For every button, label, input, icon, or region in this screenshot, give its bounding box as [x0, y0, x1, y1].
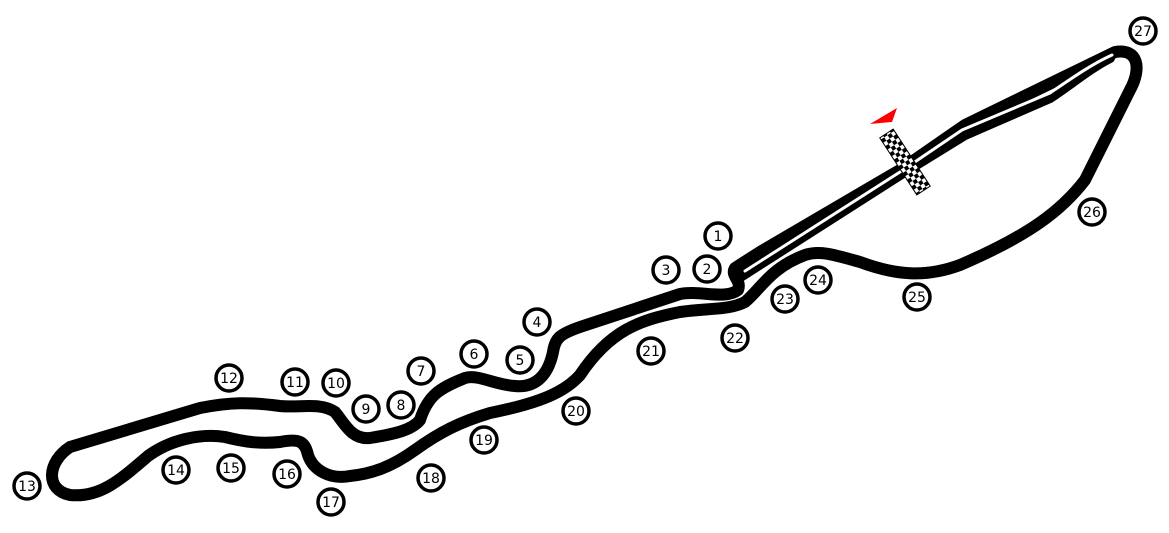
turn-marker-26: 26	[1077, 197, 1107, 227]
turn-marker-10: 10	[321, 368, 351, 398]
turn-marker-16: 16	[272, 459, 302, 489]
turn-circle	[469, 425, 499, 455]
turn-label: 18	[422, 471, 440, 487]
turn-label: 20	[567, 404, 585, 420]
turn-label: 1	[714, 229, 723, 245]
turn-marker-2: 2	[692, 254, 722, 284]
turn-label: 16	[278, 467, 296, 483]
turn-marker-13: 13	[12, 471, 42, 501]
turn-label: 19	[475, 433, 493, 449]
turn-marker-21: 21	[636, 336, 666, 366]
turn-label: 17	[322, 495, 340, 511]
turn-circle	[459, 339, 489, 369]
turn-marker-15: 15	[216, 453, 246, 483]
turn-circle	[216, 453, 246, 483]
turn-circle	[386, 390, 416, 420]
turn-label: 26	[1083, 205, 1101, 221]
turn-label: 6	[470, 347, 479, 363]
turn-marker-20: 20	[561, 396, 591, 426]
turn-label: 22	[726, 331, 744, 347]
turn-marker-23: 23	[770, 284, 800, 314]
pit-lane	[737, 53, 1115, 281]
turn-label: 24	[809, 273, 827, 289]
turn-marker-18: 18	[416, 463, 446, 493]
turn-label: 9	[362, 402, 371, 418]
turn-circle	[161, 455, 191, 485]
turn-label: 25	[908, 290, 926, 306]
pit-lane-gap	[743, 53, 1114, 273]
turn-label: 23	[776, 292, 794, 308]
turn-circle	[214, 363, 244, 393]
turn-label: 11	[286, 375, 304, 391]
turn-marker-25: 25	[902, 282, 932, 312]
red-flag-icon	[870, 108, 897, 124]
turn-marker-27: 27	[1128, 16, 1158, 46]
turn-circle	[692, 254, 722, 284]
turn-label: 21	[642, 344, 660, 360]
turn-circle	[902, 282, 932, 312]
turn-circle	[522, 307, 552, 337]
turn-label: 15	[222, 461, 240, 477]
turn-circle	[803, 265, 833, 295]
turn-marker-3: 3	[651, 255, 681, 285]
turn-label: 13	[18, 479, 36, 495]
turn-label: 4	[533, 315, 542, 331]
turn-marker-6: 6	[459, 339, 489, 369]
turn-circle	[12, 471, 42, 501]
turn-marker-24: 24	[803, 265, 833, 295]
main-circuit-track	[46, 45, 1143, 502]
turn-circle	[1077, 197, 1107, 227]
turn-circle	[316, 487, 346, 517]
turn-circle	[321, 368, 351, 398]
turn-marker-1: 1	[703, 221, 733, 251]
turn-circle	[406, 356, 436, 386]
checkered-flag-icon	[879, 128, 931, 196]
turn-label: 10	[327, 376, 345, 392]
turn-label: 2	[703, 262, 712, 278]
turn-marker-14: 14	[161, 455, 191, 485]
turn-marker-22: 22	[720, 323, 750, 353]
turn-marker-8: 8	[386, 390, 416, 420]
turn-circle	[561, 396, 591, 426]
turn-label: 8	[397, 398, 406, 414]
turn-marker-17: 17	[316, 487, 346, 517]
turn-circle	[351, 394, 381, 424]
turn-label: 3	[662, 263, 671, 279]
turn-circle	[770, 284, 800, 314]
turn-circle	[280, 367, 310, 397]
turn-circle	[1128, 16, 1158, 46]
turn-marker-12: 12	[214, 363, 244, 393]
turn-marker-9: 9	[351, 394, 381, 424]
turn-circle	[720, 323, 750, 353]
turn-circle	[636, 336, 666, 366]
turn-marker-11: 11	[280, 367, 310, 397]
turn-circle	[505, 345, 535, 375]
turn-label: 14	[167, 463, 185, 479]
turn-marker-7: 7	[406, 356, 436, 386]
turn-marker-4: 4	[522, 307, 552, 337]
turn-circle	[651, 255, 681, 285]
turn-marker-5: 5	[505, 345, 535, 375]
turn-marker-19: 19	[469, 425, 499, 455]
turn-circle	[703, 221, 733, 251]
turn-label: 12	[220, 371, 238, 387]
turn-circle	[416, 463, 446, 493]
turn-label: 7	[417, 364, 426, 380]
turn-label: 27	[1134, 24, 1152, 40]
turn-label: 5	[516, 353, 525, 369]
turn-circle	[272, 459, 302, 489]
